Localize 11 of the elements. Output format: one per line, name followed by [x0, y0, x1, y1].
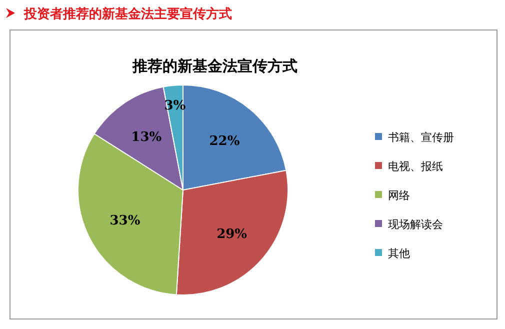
chart-subtitle: 推荐的新基金法宣传方式: [132, 57, 298, 75]
legend-label: 电视、报纸: [388, 160, 443, 173]
data-label: 29%: [216, 227, 248, 242]
legend-label: 书籍、宣传册: [388, 131, 454, 144]
legend-label: 现场解读会: [388, 218, 443, 231]
data-label: 13%: [131, 130, 162, 146]
data-label: 22%: [209, 134, 240, 149]
legend-label: 其他: [388, 247, 410, 260]
data-label: 33%: [110, 214, 141, 229]
chart-title: 投资者推荐的新基金法主要宣传方式: [23, 6, 232, 22]
legend-label: 网络: [388, 189, 410, 202]
